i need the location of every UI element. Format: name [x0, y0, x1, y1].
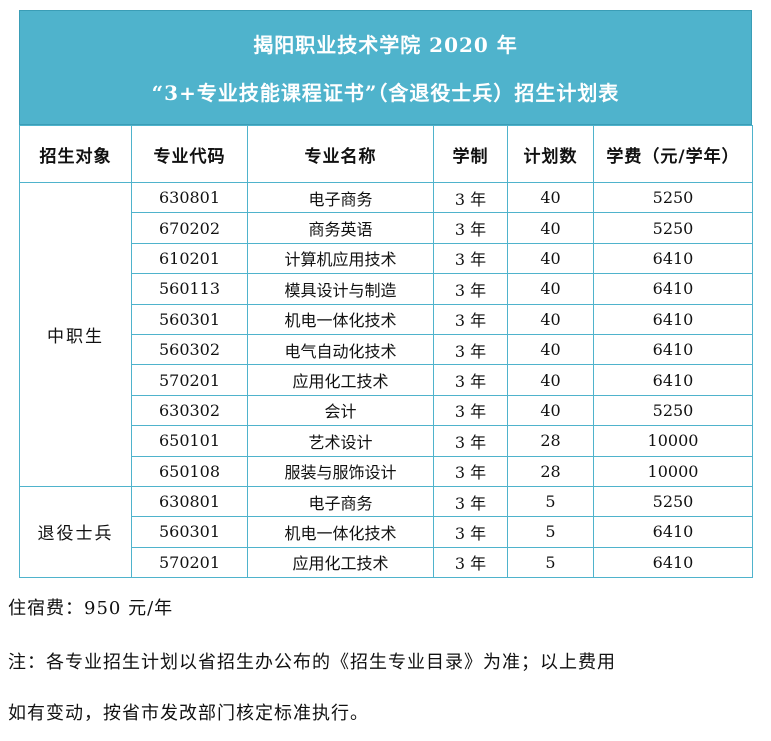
dorm-fee-note: 住宿费：950 元/年 [8, 598, 174, 619]
column-header-code: 专业代码 [131, 125, 248, 183]
major-name-cell: 服装与服饰设计 [247, 455, 434, 487]
major-code-cell: 560302 [131, 333, 248, 366]
study-years-cell: 3 年 [433, 364, 508, 396]
title-line-2: “3+专业技能课程证书”（含退役士兵）招生计划表 [151, 81, 620, 105]
table-title-banner: 揭阳职业技术学院 2020 年 “3+专业技能课程证书”（含退役士兵）招生计划表 [19, 10, 752, 125]
major-code-cell: 650108 [131, 455, 248, 487]
remark-line-2: 如有变动，按省市发改部门核定标准执行。 [8, 703, 369, 724]
study-years-cell: 3 年 [433, 242, 508, 275]
major-code-cell: 570201 [131, 546, 248, 579]
tuition-fee-cell: 5250 [593, 181, 753, 214]
major-name-cell: 电子商务 [247, 181, 434, 214]
major-code-cell: 560113 [131, 273, 248, 305]
tuition-fee-cell: 6410 [593, 303, 753, 335]
tuition-fee-cell: 5250 [593, 485, 753, 518]
plan-count-cell: 28 [507, 455, 594, 487]
major-name-cell: 应用化工技术 [247, 546, 434, 579]
major-name-cell: 商务英语 [247, 212, 434, 244]
study-years-cell: 3 年 [433, 425, 508, 457]
plan-count-cell: 40 [507, 394, 594, 427]
major-code-cell: 560301 [131, 303, 248, 335]
enrollment-group-cell: 中职生 [19, 182, 132, 487]
major-code-cell: 610201 [131, 242, 248, 275]
study-years-cell: 3 年 [433, 546, 508, 579]
tuition-fee-cell: 6410 [593, 546, 753, 579]
table-row: 560301 机电一体化技术 3 年 40 6410 [20, 303, 753, 335]
study-years-cell: 3 年 [433, 333, 508, 366]
table-row: 退役士兵 630801 电子商务 3 年 5 5250 [19, 485, 753, 579]
major-code-cell: 650101 [131, 425, 248, 457]
table-row: 610201 计算机应用技术 3 年 40 6410 [20, 242, 753, 275]
table-row: 570201 应用化工技术 3 年 5 6410 [20, 546, 753, 579]
plan-count-cell: 40 [507, 181, 594, 214]
plan-count-cell: 40 [507, 333, 594, 366]
tuition-fee-cell: 6410 [593, 273, 753, 305]
major-code-cell: 570201 [131, 364, 248, 396]
table-row: 570201 应用化工技术 3 年 40 6410 [20, 364, 753, 396]
column-header-fee: 学费（元/学年） [593, 125, 753, 183]
table-row: 650108 服装与服饰设计 3 年 28 10000 [20, 455, 753, 487]
column-header-major: 专业名称 [247, 125, 434, 183]
plan-count-cell: 40 [507, 212, 594, 244]
remark-line-1: 注：各专业招生计划以省招生办公布的《招生专业目录》为准；以上费用 [8, 652, 616, 673]
column-header-target: 招生对象 [19, 125, 132, 183]
tuition-fee-cell: 6410 [593, 242, 753, 275]
plan-count-cell: 5 [507, 516, 594, 548]
plan-count-cell: 40 [507, 242, 594, 275]
plan-count-cell: 5 [507, 546, 594, 579]
study-years-cell: 3 年 [433, 303, 508, 335]
table-row: 中职生 630801 电子商务 3 年 40 5250 [19, 181, 753, 487]
enrollment-group-cell: 退役士兵 [19, 485, 132, 579]
study-years-cell: 3 年 [433, 212, 508, 244]
column-header-plan: 计划数 [507, 125, 594, 183]
study-years-cell: 3 年 [433, 181, 508, 214]
study-years-cell: 3 年 [433, 455, 508, 487]
plan-count-cell: 28 [507, 425, 594, 457]
plan-count-cell: 40 [507, 364, 594, 396]
table-row: 560301 机电一体化技术 3 年 5 6410 [20, 516, 753, 548]
major-name-cell: 计算机应用技术 [247, 242, 434, 275]
table-header-row: 招生对象 专业代码 专业名称 学制 计划数 学费（元/学年） [19, 125, 753, 183]
table-row: 560113 模具设计与制造 3 年 40 6410 [20, 273, 753, 305]
study-years-cell: 3 年 [433, 516, 508, 548]
plan-count-cell: 40 [507, 273, 594, 305]
major-code-cell: 670202 [131, 212, 248, 244]
major-name-cell: 应用化工技术 [247, 364, 434, 396]
tuition-fee-cell: 6410 [593, 516, 753, 548]
major-code-cell: 630801 [131, 181, 248, 214]
title-line-1: 揭阳职业技术学院 2020 年 [253, 33, 518, 57]
major-name-cell: 电气自动化技术 [247, 333, 434, 366]
study-years-cell: 3 年 [433, 394, 508, 427]
table-body: 中职生 630801 电子商务 3 年 40 5250 670202 商务英语 3 年 40 525… [19, 181, 753, 579]
admission-plan-table: 招生对象 专业代码 专业名称 学制 计划数 学费（元/学年） 中职生 630801… [19, 125, 753, 579]
study-years-cell: 3 年 [433, 273, 508, 305]
column-header-years: 学制 [433, 125, 508, 183]
plan-count-cell: 40 [507, 303, 594, 335]
major-name-cell: 会计 [247, 394, 434, 427]
major-code-cell: 560301 [131, 516, 248, 548]
tuition-fee-cell: 10000 [593, 425, 753, 457]
study-years-cell: 3 年 [433, 485, 508, 518]
major-name-cell: 机电一体化技术 [247, 516, 434, 548]
table-row: 670202 商务英语 3 年 40 5250 [20, 212, 753, 244]
major-name-cell: 电子商务 [247, 485, 434, 518]
table-row: 560302 电气自动化技术 3 年 40 6410 [20, 333, 753, 366]
tuition-fee-cell: 6410 [593, 364, 753, 396]
tuition-fee-cell: 5250 [593, 212, 753, 244]
major-name-cell: 模具设计与制造 [247, 273, 434, 305]
tuition-fee-cell: 5250 [593, 394, 753, 427]
tuition-fee-cell: 6410 [593, 333, 753, 366]
plan-count-cell: 5 [507, 485, 594, 518]
major-name-cell: 艺术设计 [247, 425, 434, 457]
major-code-cell: 630801 [131, 485, 248, 518]
tuition-fee-cell: 10000 [593, 455, 753, 487]
major-code-cell: 630302 [131, 394, 248, 427]
major-name-cell: 机电一体化技术 [247, 303, 434, 335]
